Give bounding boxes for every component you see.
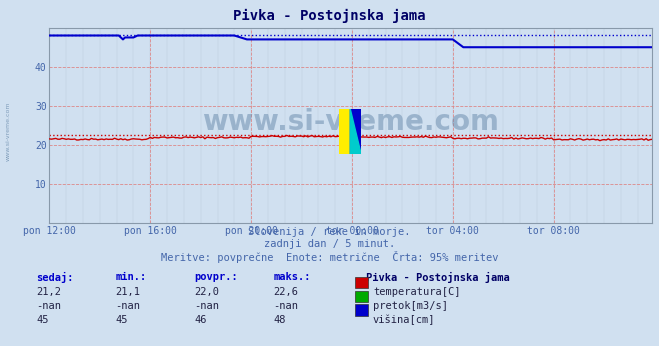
Text: 21,1: 21,1: [115, 287, 140, 297]
Text: maks.:: maks.:: [273, 272, 311, 282]
Text: www.si-vreme.com: www.si-vreme.com: [5, 102, 11, 161]
Text: -nan: -nan: [194, 301, 219, 311]
Text: pretok[m3/s]: pretok[m3/s]: [373, 301, 448, 311]
Text: 22,0: 22,0: [194, 287, 219, 297]
Text: -nan: -nan: [273, 301, 299, 311]
Text: -nan: -nan: [36, 301, 61, 311]
Text: www.si-vreme.com: www.si-vreme.com: [202, 108, 500, 136]
Text: Pivka - Postojnska jama: Pivka - Postojnska jama: [366, 272, 509, 283]
Text: Meritve: povprečne  Enote: metrične  Črta: 95% meritev: Meritve: povprečne Enote: metrične Črta:…: [161, 251, 498, 263]
Polygon shape: [351, 109, 361, 154]
Text: 45: 45: [115, 315, 128, 325]
Bar: [351, 109, 361, 154]
Text: min.:: min.:: [115, 272, 146, 282]
Text: 46: 46: [194, 315, 207, 325]
Text: 21,2: 21,2: [36, 287, 61, 297]
Text: temperatura[C]: temperatura[C]: [373, 287, 461, 297]
Text: 48: 48: [273, 315, 286, 325]
Text: sedaj:: sedaj:: [36, 272, 74, 283]
Text: 45: 45: [36, 315, 49, 325]
Text: Pivka - Postojnska jama: Pivka - Postojnska jama: [233, 9, 426, 23]
Text: 22,6: 22,6: [273, 287, 299, 297]
Text: višina[cm]: višina[cm]: [373, 315, 436, 325]
Text: povpr.:: povpr.:: [194, 272, 238, 282]
Text: zadnji dan / 5 minut.: zadnji dan / 5 minut.: [264, 239, 395, 249]
Text: Slovenija / reke in morje.: Slovenija / reke in morje.: [248, 227, 411, 237]
Bar: [339, 109, 351, 154]
Text: -nan: -nan: [115, 301, 140, 311]
